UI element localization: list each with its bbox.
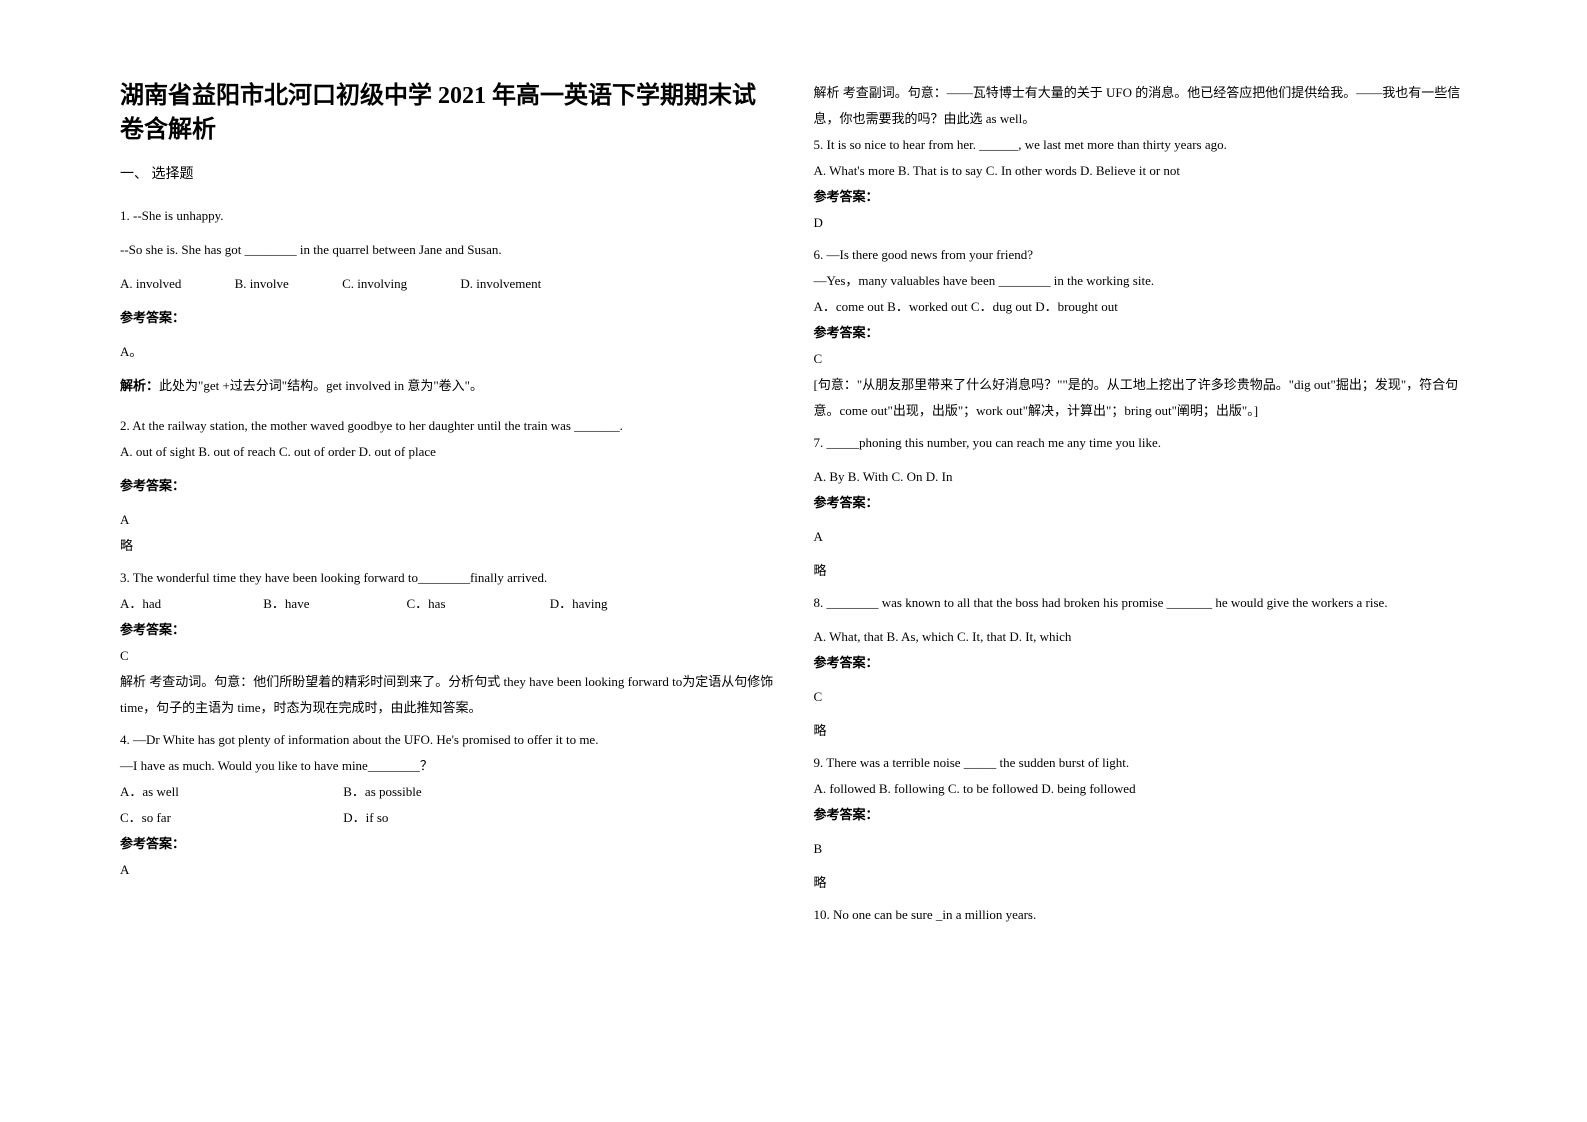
q9-line1: 9. There was a terrible noise _____ the … bbox=[814, 750, 1468, 776]
q4-options-row2: C．so far D．if so bbox=[120, 805, 774, 831]
question-5: 5. It is so nice to hear from her. _____… bbox=[814, 132, 1468, 236]
question-10: 10. No one can be sure _in a million yea… bbox=[814, 902, 1468, 928]
q2-note: 略 bbox=[120, 533, 774, 559]
q7-note: 略 bbox=[814, 558, 1468, 584]
q8-answer-label: 参考答案： bbox=[814, 650, 1468, 676]
q6-line1: 6. —Is there good news from your friend? bbox=[814, 242, 1468, 268]
q3-line1: 3. The wonderful time they have been loo… bbox=[120, 565, 774, 591]
q3-options: A．had B．have C．has D．having bbox=[120, 591, 774, 617]
right-column: 解析 考查副词。句意：——瓦特博士有大量的关于 UFO 的消息。他已经答应把他们… bbox=[794, 80, 1488, 1082]
q6-answer: C bbox=[814, 346, 1468, 372]
q4-answer-label: 参考答案： bbox=[120, 831, 774, 857]
q9-options: A. followed B. following C. to be follow… bbox=[814, 776, 1468, 802]
q2-answer-label: 参考答案： bbox=[120, 473, 774, 499]
section-heading: 一、 选择题 bbox=[120, 163, 774, 183]
q1-options: A. involved B. involve C. involving D. i… bbox=[120, 271, 774, 297]
q1-opt-a: A. involved bbox=[120, 271, 181, 297]
q1-line1: 1. --She is unhappy. bbox=[120, 203, 774, 229]
q6-explanation: [句意："从朋友那里带来了什么好消息吗？""是的。从工地上挖出了许多珍贵物品。"… bbox=[814, 372, 1468, 424]
question-2: 2. At the railway station, the mother wa… bbox=[120, 413, 774, 559]
q10-line1: 10. No one can be sure _in a million yea… bbox=[814, 902, 1468, 928]
question-7: 7. _____phoning this number, you can rea… bbox=[814, 430, 1468, 584]
question-4: 4. —Dr White has got plenty of informati… bbox=[120, 727, 774, 883]
q2-options: A. out of sight B. out of reach C. out o… bbox=[120, 439, 774, 465]
q4-opt-b: B．as possible bbox=[343, 779, 421, 805]
q1-opt-d: D. involvement bbox=[460, 271, 541, 297]
q4-opt-c: C．so far bbox=[120, 805, 340, 831]
q7-line1: 7. _____phoning this number, you can rea… bbox=[814, 430, 1468, 456]
q3-opt-a: A．had bbox=[120, 591, 260, 617]
q4-options-row1: A．as well B．as possible bbox=[120, 779, 774, 805]
q6-answer-label: 参考答案： bbox=[814, 320, 1468, 346]
q1-line2: --So she is. She has got ________ in the… bbox=[120, 237, 774, 263]
q5-answer-label: 参考答案： bbox=[814, 184, 1468, 210]
q3-opt-d: D．having bbox=[550, 591, 608, 617]
q5-line1: 5. It is so nice to hear from her. _____… bbox=[814, 132, 1468, 158]
q5-options: A. What's more B. That is to say C. In o… bbox=[814, 158, 1468, 184]
q7-answer-label: 参考答案： bbox=[814, 490, 1468, 516]
question-1: 1. --She is unhappy. --So she is. She ha… bbox=[120, 203, 774, 399]
q2-line1: 2. At the railway station, the mother wa… bbox=[120, 413, 774, 439]
q4-opt-a: A．as well bbox=[120, 779, 340, 805]
q9-answer: B bbox=[814, 836, 1468, 862]
q4-line1: 4. —Dr White has got plenty of informati… bbox=[120, 727, 774, 753]
q1-explanation: 解析：此处为"get +过去分词"结构。get involved in 意为"卷… bbox=[120, 373, 774, 399]
q7-answer: A bbox=[814, 524, 1468, 550]
page-title: 湖南省益阳市北河口初级中学 2021 年高一英语下学期期末试卷含解析 bbox=[120, 80, 774, 147]
q4-line2: —I have as much. Would you like to have … bbox=[120, 753, 774, 779]
question-9: 9. There was a terrible noise _____ the … bbox=[814, 750, 1468, 896]
q1-explanation-text: 此处为"get +过去分词"结构。get involved in 意为"卷入"。 bbox=[159, 378, 483, 393]
q6-line2: —Yes，many valuables have been ________ i… bbox=[814, 268, 1468, 294]
q4-opt-d: D．if so bbox=[343, 805, 388, 831]
question-3: 3. The wonderful time they have been loo… bbox=[120, 565, 774, 721]
q7-options: A. By B. With C. On D. In bbox=[814, 464, 1468, 490]
q6-options: A．come out B．worked out C．dug out D．brou… bbox=[814, 294, 1468, 320]
q3-opt-c: C．has bbox=[407, 591, 547, 617]
q9-note: 略 bbox=[814, 870, 1468, 896]
q1-answer-label: 参考答案： bbox=[120, 305, 774, 331]
q3-opt-b: B．have bbox=[263, 591, 403, 617]
q1-opt-c: C. involving bbox=[342, 271, 407, 297]
question-6: 6. —Is there good news from your friend?… bbox=[814, 242, 1468, 424]
q8-answer: C bbox=[814, 684, 1468, 710]
q4-answer: A bbox=[120, 857, 774, 883]
q9-answer-label: 参考答案： bbox=[814, 802, 1468, 828]
q8-line1: 8. ________ was known to all that the bo… bbox=[814, 590, 1468, 616]
q1-answer: A。 bbox=[120, 339, 774, 365]
q1-opt-b: B. involve bbox=[235, 271, 289, 297]
q4-explanation: 解析 考查副词。句意：——瓦特博士有大量的关于 UFO 的消息。他已经答应把他们… bbox=[814, 80, 1468, 132]
q5-answer: D bbox=[814, 210, 1468, 236]
q8-options: A. What, that B. As, which C. It, that D… bbox=[814, 624, 1468, 650]
left-column: 湖南省益阳市北河口初级中学 2021 年高一英语下学期期末试卷含解析 一、 选择… bbox=[100, 80, 794, 1082]
q1-explanation-label: 解析： bbox=[120, 378, 159, 393]
q3-answer: C bbox=[120, 643, 774, 669]
q3-answer-label: 参考答案： bbox=[120, 617, 774, 643]
q2-answer: A bbox=[120, 507, 774, 533]
q8-note: 略 bbox=[814, 718, 1468, 744]
question-8: 8. ________ was known to all that the bo… bbox=[814, 590, 1468, 744]
q3-explanation: 解析 考查动词。句意：他们所盼望着的精彩时间到来了。分析句式 they have… bbox=[120, 669, 774, 721]
